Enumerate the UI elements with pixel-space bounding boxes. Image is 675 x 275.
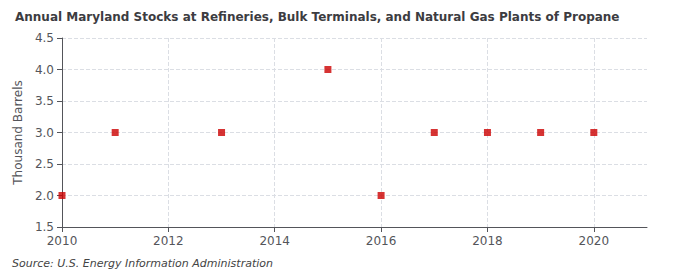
svg-text:4.0: 4.0 — [35, 63, 54, 77]
svg-text:2.0: 2.0 — [35, 189, 54, 203]
svg-text:2018: 2018 — [472, 234, 503, 248]
svg-text:2014: 2014 — [259, 234, 290, 248]
svg-text:2.5: 2.5 — [35, 157, 54, 171]
svg-text:2020: 2020 — [579, 234, 610, 248]
svg-text:2010: 2010 — [47, 234, 78, 248]
svg-text:1.5: 1.5 — [35, 220, 54, 234]
svg-text:Thousand Barrels: Thousand Barrels — [11, 80, 25, 185]
svg-text:Source: U.S. Energy Informatio: Source: U.S. Energy Information Administ… — [12, 257, 273, 270]
svg-text:2012: 2012 — [153, 234, 184, 248]
svg-text:3.0: 3.0 — [35, 126, 54, 140]
svg-text:2016: 2016 — [366, 234, 397, 248]
svg-text:4.5: 4.5 — [35, 31, 54, 45]
svg-text:Annual Maryland Stocks at Refi: Annual Maryland Stocks at Refineries, Bu… — [15, 10, 620, 24]
svg-text:3.5: 3.5 — [35, 94, 54, 108]
